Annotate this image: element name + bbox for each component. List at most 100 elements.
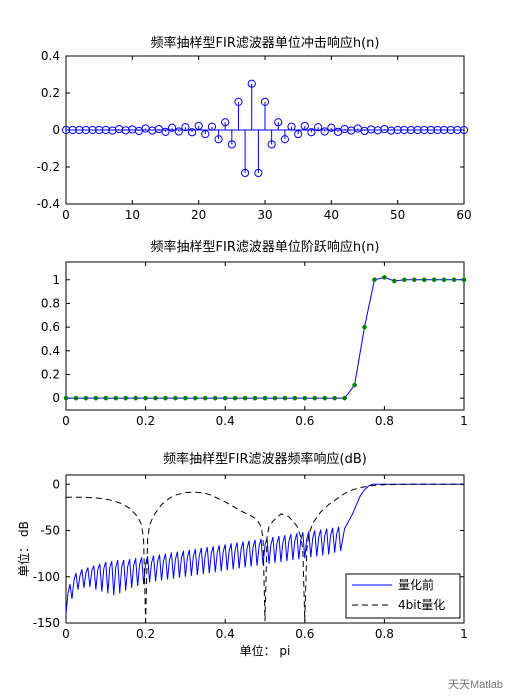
stem-marker <box>168 123 177 132</box>
stem-marker <box>274 118 283 127</box>
step-marker <box>103 395 109 401</box>
step-marker <box>302 395 308 401</box>
frequency-xlabel: 单位： pi <box>240 643 291 658</box>
stem-marker <box>433 125 442 135</box>
step-marker <box>382 275 387 280</box>
stem-marker <box>221 118 230 127</box>
y-tick-label: 0.2 <box>41 86 60 100</box>
step-marker <box>421 277 427 283</box>
step-marker <box>372 277 377 283</box>
impulse-stems <box>61 79 469 178</box>
stem-marker <box>406 125 416 135</box>
step-marker <box>312 395 318 401</box>
stem-marker <box>280 135 289 144</box>
step-marker <box>441 277 447 283</box>
y-tick-label: 0 <box>52 391 60 405</box>
frequency-series <box>65 483 464 622</box>
frequency-ticks: 0 0.2 0.4 0.6 0.8 1 -150 -100 -50 0 <box>33 475 468 641</box>
step-marker <box>352 382 357 388</box>
y-tick-label: 0.4 <box>41 49 60 63</box>
step-marker <box>362 324 367 330</box>
step-marker <box>113 395 119 401</box>
stem-marker <box>459 125 469 135</box>
stem-marker <box>386 126 396 135</box>
step-ticks: 0 0.2 0.4 0.6 0.8 1 0 0.2 0.4 0.6 0.8 1 <box>41 262 468 428</box>
x-tick-label: 1 <box>460 627 468 641</box>
impulse-ticks: 0 10 20 30 40 50 60 -0.4 -0.2 0 0.2 0.4 <box>37 49 472 222</box>
step-marker <box>451 277 457 283</box>
x-tick-label: 0.6 <box>295 627 314 641</box>
stem-marker <box>313 123 323 132</box>
step-marker <box>461 277 467 283</box>
stem-marker <box>260 97 270 106</box>
stem-marker <box>267 140 276 149</box>
stem-marker <box>187 128 197 137</box>
step-marker <box>183 395 188 401</box>
x-tick-label: 0 <box>62 208 70 222</box>
x-tick-label: 0.4 <box>216 414 235 428</box>
step-marker <box>332 395 337 401</box>
x-tick-label: 30 <box>257 208 272 222</box>
stem-marker <box>426 125 435 135</box>
subplot-impulse-response: 频率抽样型FIR滤波器单位冲击响应h(n) 0 10 20 30 40 50 60 -0.4 -… <box>37 35 472 222</box>
stem-marker <box>207 122 217 131</box>
step-marker <box>83 395 89 401</box>
stem-marker <box>174 127 183 136</box>
stem-marker <box>393 125 402 135</box>
step-marker <box>402 277 407 283</box>
legend: 量化前 4bit量化 <box>345 573 461 619</box>
subplot-step-response: 频率抽样型FIR滤波器单位阶跃响应h(n) 0 0.2 0.4 0.6 0.8 1 0 0.2… <box>41 239 468 428</box>
x-tick-label: 0.2 <box>136 414 155 428</box>
step-marker <box>252 395 258 401</box>
stem-marker <box>181 123 190 132</box>
stem-marker <box>241 168 250 178</box>
step-marker <box>193 395 198 401</box>
stem-marker <box>201 129 210 139</box>
step-marker <box>143 395 148 401</box>
y-tick-label: 0 <box>52 123 60 137</box>
stem-marker <box>81 125 91 135</box>
step-marker <box>342 395 347 401</box>
legend-label-series-1: 量化前 <box>398 577 434 592</box>
step-plot-area <box>65 261 465 411</box>
step-marker <box>212 395 218 401</box>
legend-box <box>345 573 461 619</box>
step-marker <box>63 395 69 401</box>
stem-marker <box>161 127 170 136</box>
stem-marker <box>294 129 303 139</box>
series-line-unquantized <box>65 483 464 614</box>
step-marker <box>431 277 437 283</box>
stem-marker <box>300 121 309 131</box>
step-chart-title: 频率抽样型FIR滤波器单位阶跃响应h(n) <box>151 239 380 255</box>
stem-marker <box>440 125 449 135</box>
y-tick-label: -100 <box>33 570 60 584</box>
subplot-frequency-response: 频率抽样型FIR滤波器频率响应(dB) 0 0.2 0.4 0.6 0.8 1 -150 -1… <box>16 451 468 658</box>
x-tick-label: 0.8 <box>375 414 394 428</box>
x-tick-label: 1 <box>460 414 468 428</box>
x-tick-label: 0.2 <box>136 627 155 641</box>
stem-marker <box>75 125 84 135</box>
step-marker <box>392 278 397 284</box>
stem-marker <box>307 128 316 137</box>
step-marker <box>292 395 298 401</box>
step-marker <box>153 395 158 401</box>
y-tick-label: -0.2 <box>37 160 60 174</box>
stem-marker <box>214 135 223 144</box>
stem-marker <box>413 125 422 135</box>
stem-marker <box>101 125 110 135</box>
stem-marker <box>400 125 409 135</box>
stem-marker <box>61 125 71 135</box>
stem-marker <box>420 125 429 135</box>
x-tick-label: 0.4 <box>216 627 235 641</box>
stem-marker <box>453 125 462 135</box>
x-tick-label: 20 <box>191 208 206 222</box>
step-marker <box>411 277 417 283</box>
stem-marker <box>333 127 343 136</box>
step-marker <box>222 395 228 401</box>
step-marker <box>262 395 268 401</box>
stem-marker <box>227 140 236 149</box>
step-marker <box>123 395 128 401</box>
impulse-chart-title: 频率抽样型FIR滤波器单位冲击响应h(n) <box>151 35 380 51</box>
step-marker <box>232 395 238 401</box>
